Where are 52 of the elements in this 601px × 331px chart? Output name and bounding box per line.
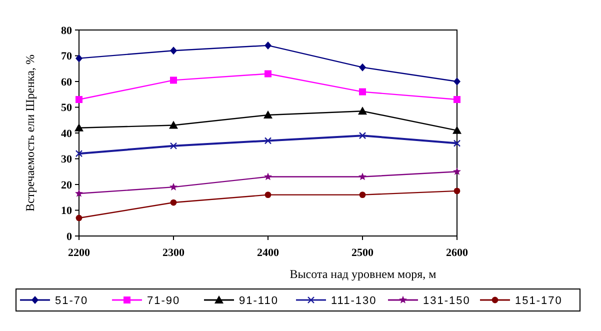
point	[359, 88, 366, 96]
point	[359, 192, 366, 198]
point	[454, 96, 460, 104]
point	[74, 123, 84, 132]
x-tick-label: 2300	[162, 247, 185, 259]
legend-label: 51-70	[55, 294, 88, 307]
point	[453, 140, 461, 147]
point	[359, 63, 366, 72]
point	[76, 96, 82, 104]
point	[264, 110, 272, 118]
y-tick-label: 40	[61, 128, 72, 140]
legend-label: 91-110	[239, 294, 278, 307]
point	[76, 214, 82, 222]
y-tick-label: 60	[61, 76, 72, 88]
x-tick-label: 2500	[352, 247, 374, 259]
x-axis-title: Высота над уровнем моря, м	[290, 267, 437, 281]
point	[264, 172, 272, 180]
point	[75, 189, 83, 197]
point	[264, 192, 272, 198]
x-tick-label: 2400	[257, 247, 280, 259]
point	[358, 172, 366, 180]
point	[358, 132, 366, 140]
point	[170, 76, 177, 84]
y-tick-label: 10	[61, 205, 72, 218]
point	[169, 120, 178, 129]
point	[264, 41, 272, 50]
point	[75, 150, 83, 158]
point	[452, 126, 462, 134]
x-tick-label: 2600	[446, 247, 468, 259]
legend-label: 71-90	[147, 294, 180, 307]
y-tick-label: 50	[61, 102, 72, 114]
y-tick-label: 80	[61, 24, 72, 37]
legend-label: 151-170	[515, 294, 562, 307]
point	[170, 142, 178, 150]
y-axis-title: Встречаемость ели Шренка, %	[23, 54, 37, 212]
x-tick-label: 2200	[68, 247, 90, 259]
point	[170, 46, 177, 55]
point	[76, 54, 82, 62]
point	[454, 188, 460, 194]
point	[170, 182, 178, 190]
point	[453, 167, 461, 176]
legend-label: 131-150	[423, 294, 470, 307]
y-tick-label: 0	[66, 230, 72, 243]
legend-label: 111-130	[331, 294, 377, 307]
point	[358, 106, 367, 115]
point	[264, 70, 272, 78]
point	[454, 78, 460, 86]
point	[264, 137, 272, 144]
y-tick-label: 70	[61, 50, 72, 63]
y-tick-label: 30	[61, 154, 72, 166]
y-tick-label: 20	[61, 179, 72, 192]
point	[170, 199, 177, 206]
